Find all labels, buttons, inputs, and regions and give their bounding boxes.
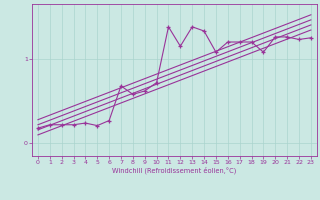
X-axis label: Windchill (Refroidissement éolien,°C): Windchill (Refroidissement éolien,°C) bbox=[112, 167, 236, 174]
